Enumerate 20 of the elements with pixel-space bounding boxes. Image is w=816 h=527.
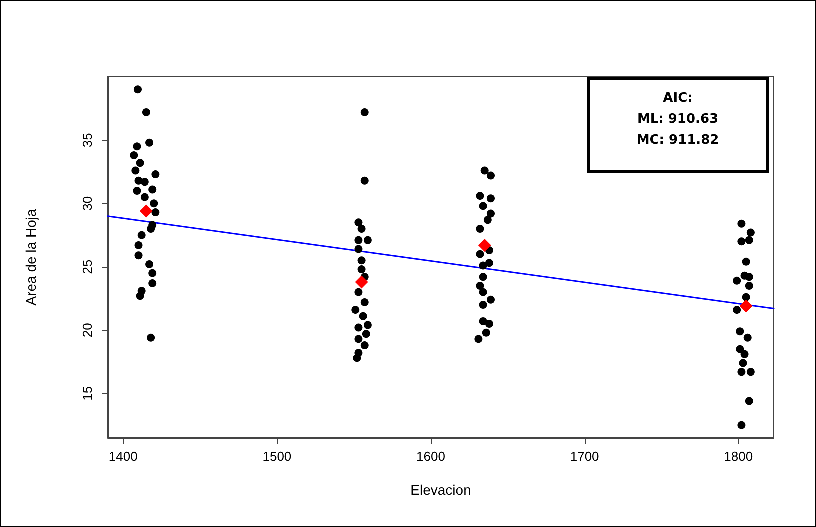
- point: [355, 276, 368, 289]
- note-box: AIC: ML: 910.63 MC: 911.82: [587, 77, 769, 173]
- annotation: MC: 911.82: [636, 132, 720, 150]
- x-tick-label: 1800: [724, 449, 754, 464]
- y-tick-label: 30: [80, 196, 95, 211]
- y-axis-title: Area de la Hoja: [23, 209, 39, 306]
- point: [140, 204, 153, 218]
- annotation: AIC:: [662, 90, 694, 108]
- y-tick-label: 15: [80, 386, 95, 401]
- x-tick-label: 1500: [262, 449, 292, 464]
- x-tick-label: 1600: [416, 449, 446, 464]
- y-tick-label: 25: [80, 260, 95, 274]
- x-axis-title: Elevacion: [410, 482, 472, 498]
- point: [478, 238, 492, 252]
- x-tick-label: 1400: [108, 449, 138, 464]
- y-tick-label: 35: [80, 133, 95, 148]
- x-tick-label: 1700: [570, 449, 600, 464]
- y-tick-label: 20: [80, 323, 95, 338]
- point: [740, 300, 753, 313]
- annotation: ML: 910.63: [636, 111, 720, 129]
